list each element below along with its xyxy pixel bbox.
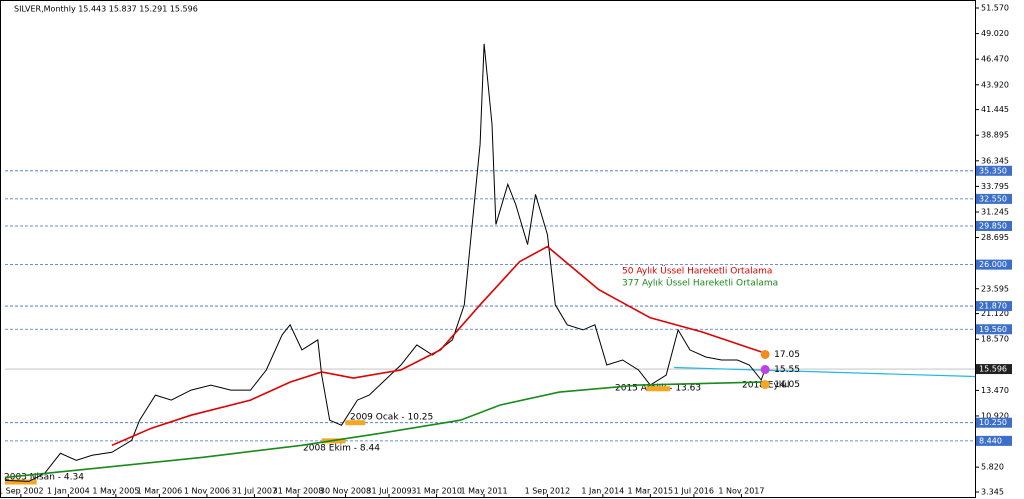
annotation: 2003 Nisan - 4.34 [4,473,84,483]
level-label: 8.440 [979,436,1002,445]
level-label: 19.560 [979,325,1007,334]
target-label: 15.55 [774,365,800,375]
y-tick-label: 46.470 [981,55,1009,64]
annotation: 2009 Ocak - 10.25 [350,413,433,423]
x-tick-label: 1 Jan 2004 [47,487,90,496]
series-line [4,381,762,479]
level-tag [976,259,1012,270]
current-price-label: 15.596 [979,365,1007,374]
x-tick-label: 1 Nov 2006 [184,487,230,496]
x-tick-label: 31 Jul 2009 [366,487,411,496]
y-tick-label: 51.570 [981,4,1009,13]
chart-title: SILVER,Monthly 15.443 15.837 15.291 15.5… [14,5,198,14]
low-marker [5,479,37,485]
x-tick-label: 31 Jul 2007 [232,487,277,496]
y-tick-label: 49.020 [981,29,1009,38]
x-tick-label: 1 May 2011 [461,487,508,496]
x-tick-label: 1 Mar 2006 [137,487,183,496]
y-tick-label: 28.695 [981,233,1009,242]
level-tag [976,324,1012,335]
x-tick-label: 1 Jan 2014 [581,487,624,496]
level-label: 10.250 [979,418,1007,427]
y-tick-label: 18.570 [981,335,1009,344]
y-tick-label: 38.895 [981,131,1009,140]
target-marker [760,349,770,359]
target-label: 14.05 [774,380,800,390]
level-tag [976,165,1012,176]
y-tick-label: 31.245 [981,207,1009,216]
y-tick-label: 33.795 [981,182,1009,191]
target-marker [760,380,770,390]
y-tick-label: 5.820 [981,463,1004,472]
level-tag [976,417,1012,428]
x-tick-label: 1 Sep 2012 [525,487,571,496]
trendline [674,366,976,378]
level-tag [976,193,1012,204]
y-tick-label: 23.595 [981,284,1009,293]
low-marker [345,420,366,426]
y-tick-label: 13.470 [981,386,1009,395]
level-label: 29.850 [979,221,1007,230]
x-tick-label: 1 Mar 2015 [628,487,674,496]
x-tick-label: 30 Nov 2008 [320,487,371,496]
x-tick-label: 1 Nov 2017 [718,487,764,496]
current-price-tag [976,364,1012,375]
level-label: 35.350 [979,166,1007,175]
x-tick-label: 31 Mar 2010 [411,487,462,496]
level-tag [976,435,1012,446]
y-tick-label: 41.445 [981,105,1009,114]
x-tick-label: 31 Mar 2008 [273,487,324,496]
level-label: 26.000 [979,260,1007,269]
legend-entry: 377 Aylık Üssel Hareketli Ortalama [622,278,778,289]
y-tick-label: 3.345 [981,488,1004,497]
level-tag [976,301,1012,312]
low-marker [646,386,671,392]
annotation: 2008 Ekim - 8.44 [303,444,380,454]
level-label: 21.870 [979,302,1007,311]
level-tag [976,220,1012,231]
y-tick-label: 43.920 [981,80,1009,89]
series-line [111,245,762,447]
y-tick-label: 21.120 [981,309,1009,318]
y-tick-label: 10.920 [981,411,1009,420]
level-label: 32.550 [979,194,1007,203]
legend-entry: 50 Aylık Üssel Hareketli Ortalama [622,266,772,277]
x-tick-label: 1 Jul 2016 [674,487,714,496]
x-tick-label: 1 May 2005 [92,487,139,496]
y-tick-label: 36.345 [981,156,1009,165]
x-tick-label: 1 Sep 2002 [0,487,44,496]
target-label: 17.05 [774,350,800,360]
target-marker [760,365,770,375]
